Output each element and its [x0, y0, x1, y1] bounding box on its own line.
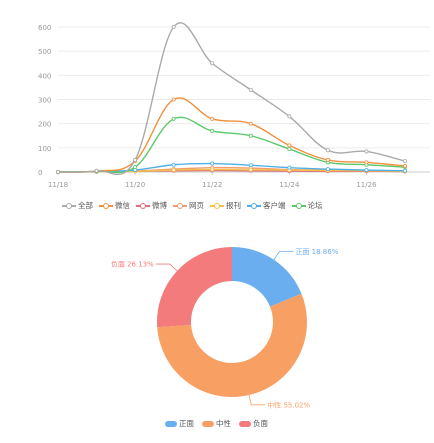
data-point	[210, 128, 215, 133]
legend-marker-icon	[239, 420, 251, 427]
legend-item[interactable]: 微信	[99, 200, 130, 211]
donut-slice	[157, 293, 307, 397]
legend-label: 报刊	[226, 201, 241, 210]
label-leader-line	[155, 263, 178, 272]
data-point	[402, 163, 407, 168]
legend-label: 负面	[253, 419, 268, 428]
data-point	[325, 157, 330, 162]
data-point	[56, 169, 61, 174]
y-tick-label: 500	[38, 48, 51, 56]
data-point	[94, 168, 99, 173]
y-tick-label: 300	[38, 97, 51, 105]
data-point	[364, 168, 369, 173]
legend-marker-icon	[173, 202, 187, 209]
data-point	[287, 165, 292, 170]
label-leader-line	[273, 251, 294, 261]
y-tick-label: 200	[38, 121, 51, 129]
data-point	[171, 116, 176, 121]
data-point	[210, 167, 215, 172]
legend-marker-icon	[136, 202, 150, 209]
data-point	[133, 157, 138, 162]
data-point	[171, 168, 176, 173]
legend-marker-icon	[99, 202, 113, 209]
legend-marker-icon	[62, 202, 76, 209]
legend-label: 微信	[115, 201, 130, 210]
line-chart: 0 100 200 300 400 500 600 11/18 11/20 11/22 11/24 1…	[38, 22, 430, 189]
legend-item[interactable]: 正面	[165, 418, 194, 429]
legend-marker-icon	[210, 202, 224, 209]
data-point	[210, 161, 215, 166]
x-tick-label: 11/20	[125, 181, 145, 189]
data-point	[133, 165, 138, 170]
legend-label: 正面	[179, 419, 194, 428]
donut-chart-legend: 正面 中性 负面	[165, 418, 268, 429]
data-point	[248, 167, 253, 172]
data-point	[325, 148, 330, 153]
x-tick-label: 11/22	[202, 181, 222, 189]
y-tick-label: 400	[38, 72, 51, 80]
legend-item[interactable]: 报刊	[210, 200, 241, 211]
series-line	[57, 162, 406, 173]
data-point	[402, 159, 407, 164]
legend-item[interactable]: 全部	[62, 200, 93, 211]
series-line	[57, 116, 406, 174]
slice-label: 中性 55.02%	[267, 400, 310, 409]
data-point	[248, 163, 253, 168]
legend-marker-icon	[247, 202, 261, 209]
data-point	[364, 160, 369, 165]
data-point	[171, 24, 176, 29]
donut-slice	[157, 247, 233, 328]
x-tick-label: 11/26	[356, 181, 377, 189]
data-point	[325, 167, 330, 172]
data-point	[171, 97, 176, 102]
x-tick-label: 11/24	[279, 181, 300, 189]
y-tick-label: 100	[38, 145, 51, 153]
data-point	[210, 61, 215, 66]
data-point	[248, 87, 253, 92]
legend-label: 全部	[78, 201, 93, 210]
slice-label: 正面 18.86%	[295, 248, 338, 256]
label-leader-line	[248, 394, 266, 406]
legend-item[interactable]: 中性	[202, 418, 231, 429]
legend-label: 论坛	[307, 201, 323, 210]
legend-item[interactable]: 论坛	[291, 200, 323, 211]
data-point	[287, 143, 292, 148]
data-point	[210, 116, 215, 121]
donut-chart: 正面 18.86% 中性 55.02% 负面 26.13%	[111, 247, 339, 409]
data-point	[248, 121, 253, 126]
legend-label: 客户端	[263, 201, 286, 210]
legend-marker-icon	[165, 420, 177, 427]
legend-item[interactable]: 微博	[136, 200, 167, 211]
data-point	[171, 162, 176, 167]
y-tick-label: 600	[38, 24, 51, 32]
legend-label: 中性	[216, 419, 231, 428]
legend-item[interactable]: 负面	[239, 418, 268, 429]
data-point	[287, 147, 292, 152]
legend-label: 网页	[189, 201, 204, 210]
legend-marker-icon	[291, 202, 306, 209]
legend-item[interactable]: 客户端	[247, 200, 286, 211]
series-line	[57, 97, 406, 173]
series-line	[57, 22, 406, 175]
legend-label: 微博	[152, 201, 167, 210]
legend-marker-icon	[202, 420, 214, 427]
slice-label: 负面 26.13%	[111, 260, 154, 269]
line-chart-legend: 全部 微信 微博 网页 报刊 客户端 论坛	[62, 200, 323, 211]
data-point	[248, 133, 253, 138]
data-point	[402, 168, 407, 173]
donut-slice	[231, 247, 302, 308]
data-point	[287, 114, 292, 119]
y-tick-label: 0	[38, 169, 42, 177]
legend-item[interactable]: 网页	[173, 200, 204, 211]
data-point	[364, 149, 369, 154]
x-tick-label: 11/18	[48, 181, 68, 189]
